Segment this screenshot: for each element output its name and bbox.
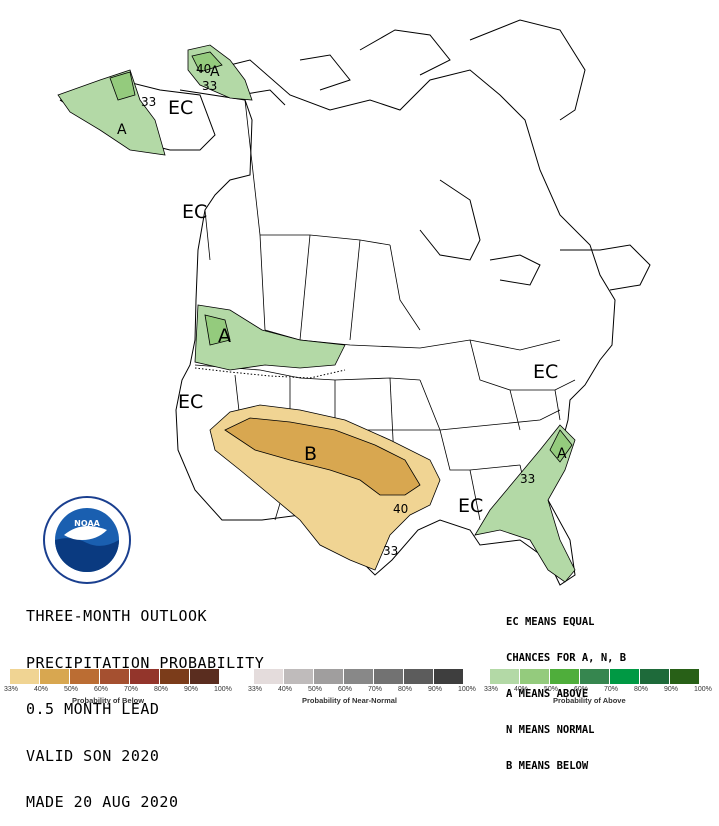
noaa-logo: NOAA — [43, 496, 131, 584]
swatch-above-0 — [490, 669, 520, 684]
tick-normal-3: 60% — [338, 686, 353, 693]
title-line-3: 0.5 MONTH LEAD — [26, 700, 160, 718]
legend-line-1: EC MEANS EQUAL — [506, 616, 595, 628]
colorbar-below — [10, 669, 220, 684]
swatch-normal-6 — [434, 669, 464, 684]
swatch-normal-5 — [404, 669, 434, 684]
label-33-alaska-north: 33 — [202, 79, 217, 93]
tick-above-6: 90% — [664, 686, 679, 693]
swatch-above-1 — [520, 669, 550, 684]
tick-normal-1: 40% — [278, 686, 293, 693]
tick-above-7: 100% — [694, 686, 712, 693]
swatch-below-3 — [100, 669, 130, 684]
swatch-normal-0 — [254, 669, 284, 684]
label-40-alaska: 40 — [196, 62, 211, 76]
swatch-above-4 — [610, 669, 640, 684]
tick-above-0: 33% — [484, 686, 499, 693]
swatch-below-4 — [130, 669, 160, 684]
swatch-normal-4 — [374, 669, 404, 684]
title-block: THREE-MONTH OUTLOOK PRECIPITATION PROBAB… — [26, 578, 264, 826]
label-ec-alaska: EC — [168, 97, 193, 119]
label-33-alaska-west: 33 — [141, 95, 156, 109]
swatch-normal-1 — [284, 669, 314, 684]
colorbar-title-below: Probability of Below — [72, 696, 145, 705]
swatch-normal-2 — [314, 669, 344, 684]
above-33-alaska-west — [57, 69, 166, 156]
colorbar-title-normal: Probability of Near-Normal — [302, 696, 398, 705]
tick-below-6: 90% — [184, 686, 199, 693]
label-ec-west: EC — [178, 391, 203, 413]
below-40-southwest — [224, 417, 421, 496]
title-line-5: MADE 20 AUG 2020 — [26, 793, 179, 811]
tick-above-2: 50% — [544, 686, 559, 693]
tick-normal-7: 100% — [458, 686, 476, 693]
tick-normal-2: 50% — [308, 686, 323, 693]
title-line-4: VALID SON 2020 — [26, 746, 160, 765]
swatch-above-5 — [640, 669, 670, 684]
label-a-southeast: A — [557, 446, 567, 462]
label-a-alaska-west: A — [117, 122, 127, 138]
label-40-plains: 40 — [393, 502, 408, 516]
tick-below-1: 40% — [34, 686, 49, 693]
label-33-texas: 33 — [383, 544, 398, 558]
swatch-below-5 — [160, 669, 190, 684]
tick-below-2: 50% — [64, 686, 79, 693]
label-ec-southeast: EC — [458, 495, 483, 517]
label-ec-northeast: EC — [533, 361, 558, 383]
label-a-pnw: A — [218, 325, 231, 347]
title-line-2: PRECIPITATION PROBABILITY — [26, 653, 265, 672]
above-normal-areas — [57, 44, 576, 583]
swatch-below-1 — [40, 669, 70, 684]
swatch-above-3 — [580, 669, 610, 684]
tick-below-3: 60% — [94, 686, 109, 693]
tick-above-3: 60% — [574, 686, 589, 693]
political-borders — [194, 99, 576, 521]
tick-below-4: 70% — [124, 686, 139, 693]
legend-line-2: CHANCES FOR A, N, B — [506, 652, 627, 664]
colorbar-above — [490, 669, 700, 684]
label-b-southwest: B — [304, 443, 317, 465]
tick-normal-0: 33% — [248, 686, 263, 693]
above-33-pnw — [194, 304, 346, 371]
above-40-alaska-north — [191, 51, 223, 73]
colorbar-title-above: Probability of Above — [553, 696, 626, 705]
legend-line-5: B MEANS BELOW — [506, 760, 589, 772]
tick-below-5: 80% — [154, 686, 169, 693]
tick-above-1: 40% — [514, 686, 529, 693]
dotted-boundary — [194, 367, 346, 379]
above-40-southeast — [549, 429, 573, 463]
tick-below-0: 33% — [4, 686, 19, 693]
colorbar-normal — [254, 669, 464, 684]
tick-normal-4: 70% — [368, 686, 383, 693]
above-40-pnw — [204, 314, 231, 346]
swatch-below-6 — [190, 669, 220, 684]
below-normal-areas — [209, 404, 441, 571]
label-33-southeast: 33 — [520, 472, 535, 486]
swatch-below-0 — [10, 669, 40, 684]
logo-text: NOAA — [74, 519, 100, 528]
swatch-below-2 — [70, 669, 100, 684]
tick-above-4: 70% — [604, 686, 619, 693]
legend-line-3: A MEANS ABOVE — [506, 688, 589, 700]
tick-normal-5: 80% — [398, 686, 413, 693]
legend-line-4: N MEANS NORMAL — [506, 724, 595, 736]
above-33-southeast — [474, 424, 576, 583]
swatch-above-6 — [670, 669, 700, 684]
above-40-alaska-west — [109, 71, 136, 101]
swatch-normal-3 — [344, 669, 374, 684]
tick-above-5: 80% — [634, 686, 649, 693]
label-ec-bc: EC — [182, 201, 207, 223]
label-a-alaska-north: A — [210, 64, 220, 80]
outlook-map: EC A 40 33 33 A EC A EC EC B 40 33 EC A … — [57, 19, 651, 586]
tick-below-7: 100% — [214, 686, 232, 693]
tick-normal-6: 90% — [428, 686, 443, 693]
title-line-1: THREE-MONTH OUTLOOK — [26, 607, 208, 625]
swatch-above-2 — [550, 669, 580, 684]
